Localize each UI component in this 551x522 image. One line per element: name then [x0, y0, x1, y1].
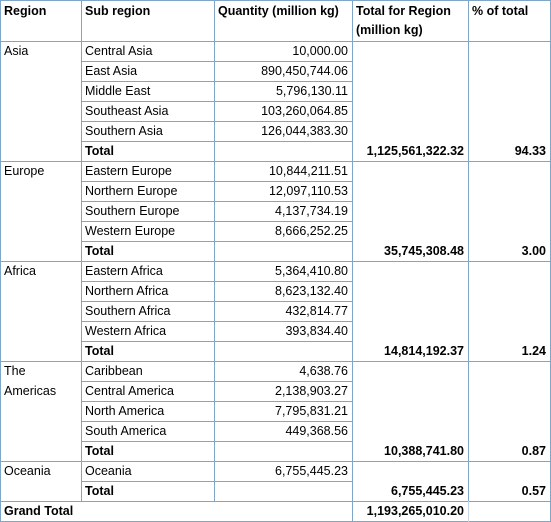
subregion-quantity: 10,844,211.51 [268, 164, 348, 178]
total-row-divider [81, 481, 353, 482]
total-row-divider [81, 441, 353, 442]
header-pct-total: % of total [472, 4, 529, 18]
subregion-name: Southern Europe [85, 204, 180, 218]
subregion-quantity: 126,044,383.30 [261, 124, 348, 138]
subregion-quantity: 890,450,744.06 [261, 64, 348, 78]
subregion-name: Western Europe [85, 224, 176, 238]
column-divider [81, 0, 82, 502]
row-divider [81, 321, 353, 322]
region-name: Africa [4, 264, 36, 278]
subregion-quantity: 5,364,410.80 [275, 264, 348, 278]
subregion-name: Oceania [85, 464, 132, 478]
subregion-name: Western Africa [85, 324, 167, 338]
column-divider [468, 501, 469, 522]
region-total-value: 35,745,308.48 [384, 244, 464, 258]
subregion-quantity: 10,000.00 [292, 44, 348, 58]
region-block-border [0, 161, 551, 162]
row-divider [81, 101, 353, 102]
subregion-quantity: 8,623,132.40 [275, 284, 348, 298]
subregion-name: Southeast Asia [85, 104, 169, 118]
subregion-quantity: 4,638.76 [299, 364, 348, 378]
row-divider [81, 381, 353, 382]
subregion-name: Central America [85, 384, 174, 398]
grand-total-value: 1,193,265,010.20 [366, 504, 464, 518]
table-left-border [0, 0, 1, 522]
region-total-label: Total [85, 484, 114, 498]
subregion-quantity: 393,834.40 [285, 324, 348, 338]
region-total-value: 14,814,192.37 [384, 344, 464, 358]
region-total-label: Total [85, 144, 114, 158]
column-divider [214, 0, 215, 502]
subregion-name: East Asia [85, 64, 138, 78]
row-divider [81, 201, 353, 202]
subregion-quantity: 2,138,903.27 [275, 384, 348, 398]
subregion-name: Eastern Europe [85, 164, 172, 178]
subregion-name: Middle East [85, 84, 151, 98]
row-divider [81, 281, 353, 282]
row-divider [81, 421, 353, 422]
row-divider [81, 301, 353, 302]
region-total-value: 1,125,561,322.32 [366, 144, 464, 158]
header-quantity: Quantity (million kg) [218, 4, 339, 18]
subregion-quantity: 432,814.77 [285, 304, 348, 318]
column-divider [352, 0, 353, 522]
subregion-quantity: 449,368.56 [285, 424, 348, 438]
region-name: Oceania [4, 464, 51, 478]
region-block-border [0, 461, 551, 462]
row-divider [81, 61, 353, 62]
total-row-divider [81, 241, 353, 242]
row-divider [81, 221, 353, 222]
table-top-border [0, 0, 551, 1]
header-total-region: Total for Region (million kg) [356, 4, 451, 37]
region-percent-value: 3.00 [521, 244, 546, 258]
subregion-name: Central Asia [85, 44, 153, 58]
total-row-divider [81, 341, 353, 342]
subregion-name: North America [85, 404, 165, 418]
subregion-name: Southern Africa [85, 304, 171, 318]
subregion-name: Southern Asia [85, 124, 163, 138]
subregion-name: Eastern Africa [85, 264, 163, 278]
region-total-label: Total [85, 244, 114, 258]
region-name: Asia [4, 44, 29, 58]
region-percent-value: 0.57 [521, 484, 546, 498]
header-region: Region [4, 4, 47, 18]
subregion-quantity: 8,666,252.25 [275, 224, 348, 238]
row-divider [81, 121, 353, 122]
region-block-border [0, 261, 551, 262]
total-row-divider [81, 141, 353, 142]
region-name: The Americas [4, 364, 57, 398]
region-block-border [0, 501, 551, 502]
region-name: Europe [4, 164, 45, 178]
grand-total-label: Grand Total [4, 504, 74, 518]
subregion-name: Northern Europe [85, 184, 178, 198]
subregion-quantity: 5,796,130.11 [275, 84, 348, 98]
subregion-quantity: 12,097,110.53 [268, 184, 348, 198]
row-divider [81, 181, 353, 182]
region-total-label: Total [85, 344, 114, 358]
row-divider [81, 401, 353, 402]
header-bottom-border [0, 41, 551, 42]
region-percent-value: 94.33 [514, 144, 546, 158]
region-total-label: Total [85, 444, 114, 458]
subregion-quantity: 4,137,734.19 [275, 204, 348, 218]
row-divider [81, 81, 353, 82]
subregion-name: South America [85, 424, 167, 438]
region-percent-value: 1.24 [521, 344, 546, 358]
subregion-quantity: 7,795,831.21 [275, 404, 348, 418]
region-total-value: 6,755,445.23 [391, 484, 464, 498]
subregion-name: Northern Africa [85, 284, 169, 298]
subregion-name: Caribbean [85, 364, 143, 378]
region-total-value: 10,388,741.80 [384, 444, 464, 458]
subregion-quantity: 103,260,064.85 [261, 104, 348, 118]
subregion-quantity: 6,755,445.23 [275, 464, 348, 478]
region-percent-value: 0.87 [521, 444, 546, 458]
header-subregion: Sub region [85, 4, 151, 18]
column-divider [468, 0, 469, 502]
region-block-border [0, 361, 551, 362]
